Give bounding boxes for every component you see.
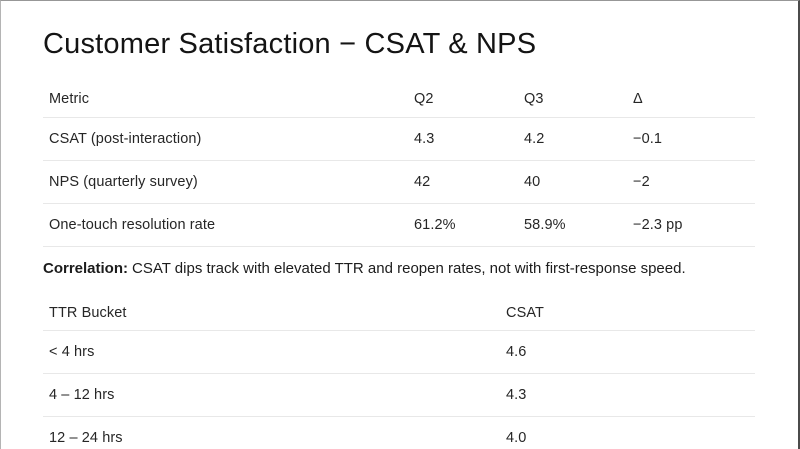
ttr-bucket-label: 4 – 12 hrs bbox=[49, 387, 115, 404]
metric-delta-value: −2.3 pp bbox=[633, 217, 683, 234]
ttr-csat-value: 4.6 bbox=[506, 344, 527, 361]
table-row: < 4 hrs 4.6 bbox=[43, 331, 755, 375]
ttr-table-header-row: TTR Bucket CSAT bbox=[43, 295, 755, 332]
metric-q3-value: 4.2 bbox=[524, 131, 545, 148]
ttr-bucket-label: 12 – 24 hrs bbox=[49, 430, 123, 447]
table-row: One-touch resolution rate 61.2% 58.9% −2… bbox=[43, 204, 755, 248]
metric-name: CSAT (post-interaction) bbox=[49, 131, 202, 148]
metrics-table-header-row: Metric Q2 Q3 Δ bbox=[43, 80, 755, 119]
table-row: 4 – 12 hrs 4.3 bbox=[43, 374, 755, 418]
metrics-header-q3: Q3 bbox=[524, 90, 544, 107]
table-row: NPS (quarterly survey) 42 40 −2 bbox=[43, 161, 755, 205]
metric-name: NPS (quarterly survey) bbox=[49, 174, 198, 191]
ttr-header-bucket: TTR Bucket bbox=[49, 304, 127, 321]
metrics-header-delta: Δ bbox=[633, 90, 643, 107]
table-row: 12 – 24 hrs 4.0 bbox=[43, 417, 755, 449]
ttr-csat-value: 4.3 bbox=[506, 387, 527, 404]
correlation-note-text: CSAT dips track with elevated TTR and re… bbox=[132, 260, 686, 278]
table-row: CSAT (post-interaction) 4.3 4.2 −0.1 bbox=[43, 118, 755, 162]
metric-delta-value: −0.1 bbox=[633, 131, 663, 148]
metrics-table: Metric Q2 Q3 Δ CSAT (post-interaction) 4… bbox=[43, 80, 755, 248]
metric-q3-value: 58.9% bbox=[524, 217, 566, 234]
page-title: Customer Satisfaction − CSAT & NPS bbox=[43, 28, 537, 60]
ttr-csat-value: 4.0 bbox=[506, 430, 527, 447]
metric-q2-value: 4.3 bbox=[414, 131, 435, 148]
metric-delta-value: −2 bbox=[633, 174, 650, 191]
metric-q3-value: 40 bbox=[524, 174, 541, 191]
correlation-note: Correlation: CSAT dips track with elevate… bbox=[43, 258, 755, 280]
metrics-header-metric: Metric bbox=[49, 90, 90, 107]
ttr-header-csat: CSAT bbox=[506, 304, 544, 321]
metric-name: One-touch resolution rate bbox=[49, 217, 216, 234]
metric-q2-value: 42 bbox=[414, 174, 431, 191]
slide-content: Customer Satisfaction − CSAT & NPS Metri… bbox=[1, 28, 798, 449]
correlation-note-label: Correlation: bbox=[43, 260, 129, 278]
ttr-csat-table: TTR Bucket CSAT < 4 hrs 4.6 4 – 12 hrs 4… bbox=[43, 295, 755, 449]
metrics-header-q2: Q2 bbox=[414, 90, 434, 107]
metric-q2-value: 61.2% bbox=[414, 217, 456, 234]
ttr-bucket-label: < 4 hrs bbox=[49, 344, 95, 361]
